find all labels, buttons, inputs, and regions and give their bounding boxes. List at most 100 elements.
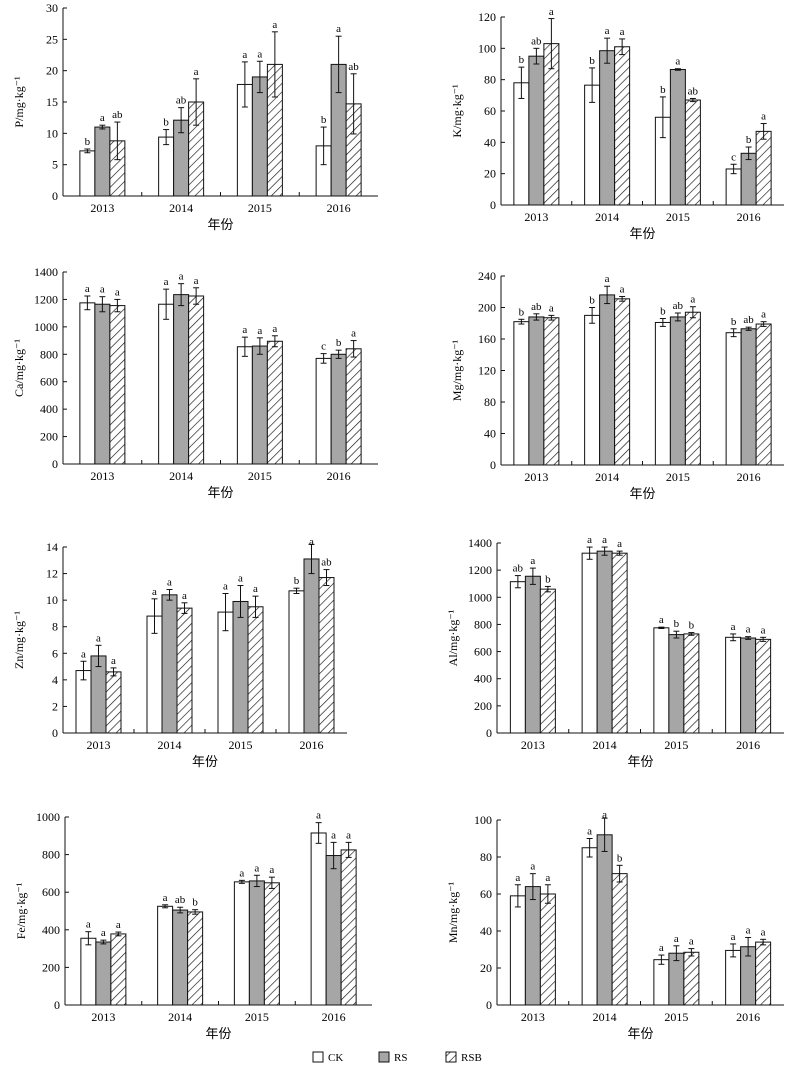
y-tick-label: 200 [474, 699, 492, 713]
significance-letter: b [294, 575, 300, 587]
x-tick-label: 2014 [593, 738, 617, 752]
bar-ck-2013 [79, 302, 96, 465]
significance-letter: a [761, 309, 766, 321]
bar-ck-2013 [79, 150, 96, 197]
bar-rs-2013 [528, 55, 545, 206]
x-tick-label: 2014 [593, 1010, 617, 1024]
significance-letter: a [690, 294, 695, 306]
y-tick-label: 1200 [34, 292, 58, 306]
bar-rs-2015 [669, 316, 686, 466]
significance-letter: a [316, 810, 321, 822]
bar-rsb-2016 [345, 348, 362, 465]
significance-letter: ab [175, 894, 186, 906]
y-axis-title: Al/mg·kg⁻¹ [446, 609, 460, 666]
significance-letter: a [242, 324, 247, 336]
x-tick-label: 2013 [91, 1010, 115, 1024]
significance-letter: a [587, 534, 592, 546]
significance-letter: a [100, 112, 105, 124]
bar-rs-2014 [596, 550, 613, 734]
significance-letter: a [85, 283, 90, 295]
legend-label: RSB [461, 1052, 482, 1064]
significance-letter: b [689, 620, 695, 632]
bar-rsb-2016 [755, 323, 772, 466]
y-tick-label: 400 [40, 402, 58, 416]
y-tick-label: 0 [54, 998, 60, 1012]
bar-rs-2013 [94, 303, 111, 465]
x-axis-title: 年份 [207, 485, 233, 500]
significance-letter: ab [673, 300, 684, 312]
legend-swatch [445, 1051, 457, 1063]
y-tick-label: 0 [52, 189, 58, 203]
significance-letter: a [659, 614, 664, 626]
significance-letter: a [309, 536, 314, 548]
y-tick-label: 100 [474, 813, 492, 827]
bar-rsb-2014 [614, 298, 631, 466]
significance-letter: c [731, 151, 736, 163]
x-tick-label: 2015 [664, 1010, 688, 1024]
y-tick-label: 80 [484, 73, 496, 87]
bar-rsb-2015 [266, 340, 283, 465]
y-tick-label: 10 [46, 593, 58, 607]
y-axis-title: P/mg·kg⁻¹ [12, 76, 26, 128]
significance-letter: b [519, 54, 525, 66]
legend: CK RS RSB [312, 1051, 482, 1064]
bar-rsb-2016 [755, 941, 772, 1006]
x-axis-title: 年份 [627, 754, 653, 769]
significance-letter: a [100, 284, 105, 296]
significance-letter: a [659, 942, 664, 954]
bar-ck-2016 [315, 357, 332, 465]
y-tick-label: 0 [52, 726, 58, 740]
significance-letter: a [675, 56, 680, 68]
bar-ck-2014 [158, 136, 175, 197]
y-axis-title: Mn/mg·kg⁻¹ [446, 881, 460, 943]
bar-rsb-2013 [105, 671, 122, 734]
bar-rs-2016 [303, 558, 320, 734]
significance-letter: a [549, 6, 554, 18]
significance-letter: c [321, 341, 326, 353]
bar-ck-2013 [513, 321, 530, 466]
bar-rsb-2015 [684, 99, 701, 206]
significance-letter: a [602, 534, 607, 546]
chart-panel-2: 0 20 40 60 80 100 120 2013 2014 2015 2016 年份 K/mg·kg… [450, 6, 784, 241]
x-tick-label: 2013 [521, 738, 545, 752]
significance-letter: a [731, 621, 736, 633]
significance-letter: b [660, 84, 666, 96]
significance-letter: a [115, 286, 120, 298]
x-axis-title: 年份 [629, 226, 655, 241]
significance-letter: a [194, 66, 199, 78]
bar-rsb-2013 [539, 588, 556, 734]
significance-letter: ab [176, 95, 187, 107]
bar-ck-2016 [725, 168, 742, 206]
y-tick-label: 800 [40, 347, 58, 361]
y-tick-label: 1000 [36, 810, 60, 824]
y-axis-title: Fe/mg·kg⁻¹ [14, 882, 28, 939]
y-tick-label: 200 [478, 301, 496, 315]
significance-letter: a [272, 19, 277, 31]
bar-rsb-2014 [614, 46, 631, 206]
bar-rs-2014 [596, 834, 613, 1006]
significance-letter: b [731, 316, 737, 328]
x-axis-title: 年份 [627, 1026, 653, 1041]
y-tick-label: 60 [480, 887, 492, 901]
y-tick-label: 120 [478, 10, 496, 24]
x-tick-label: 2015 [245, 1010, 269, 1024]
significance-letter: a [605, 25, 610, 37]
significance-letter: a [239, 867, 244, 879]
x-tick-label: 2015 [666, 470, 690, 484]
significance-letter: a [761, 926, 766, 938]
y-tick-label: 20 [480, 961, 492, 975]
x-tick-label: 2015 [248, 201, 272, 215]
x-tick-label: 2016 [300, 738, 324, 752]
bar-ck-2015 [233, 881, 250, 1006]
x-tick-label: 2015 [666, 210, 690, 224]
bar-rs-2015 [232, 600, 249, 734]
significance-letter: ab [531, 301, 542, 313]
x-tick-label: 2013 [524, 210, 548, 224]
y-tick-label: 80 [480, 850, 492, 864]
bar-rsb-2015 [683, 633, 700, 734]
significance-letter: a [182, 590, 187, 602]
significance-letter: b [589, 295, 595, 307]
bar-ck-2016 [725, 949, 742, 1006]
